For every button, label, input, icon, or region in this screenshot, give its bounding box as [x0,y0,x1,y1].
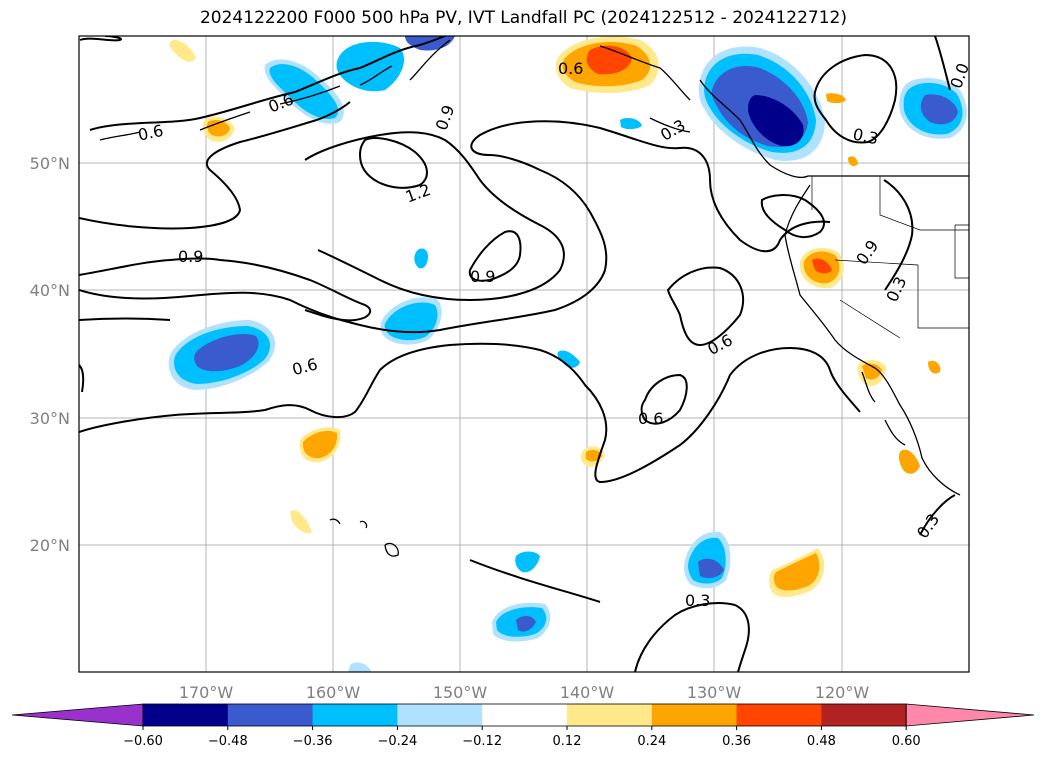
map-title: 2024122200 F000 500 hPa PV, IVT Landfall… [199,8,847,28]
lon-tick: 150°W [433,683,488,702]
negative-anomaly-blob [515,551,540,573]
colorbar-swatches [11,703,1035,727]
colorbar-tick-label: −0.60 [123,734,163,749]
colorbar-swatch [397,704,483,726]
lat-tick: 50°N [30,154,70,173]
contour-label: 0.6 [558,59,583,78]
colorbar-tick-label: −0.24 [377,734,417,749]
latitude-ticks: 50°N 40°N 30°N 20°N [30,154,70,555]
colorbar-tick-label: 0.48 [807,734,836,749]
negative-anomaly-blob [748,95,804,147]
negative-anomaly-blob [414,248,428,269]
negative-anomaly-blob [620,118,642,130]
filled-anomalies [168,36,967,672]
contour-label: 0.6 [638,409,663,428]
positive-anomaly-blob [848,156,858,166]
positive-anomaly-blob [928,360,941,374]
colorbar-swatch [651,704,738,726]
positive-anomaly-blob [302,430,338,459]
contour-label: 0.3 [851,124,880,148]
contour-label: 0.9 [470,267,495,286]
colorbar-swatch [143,704,229,726]
negative-anomaly-blob [920,94,958,125]
colorbar-tick-label: −0.36 [293,734,333,749]
pv-contours [79,36,956,672]
negative-anomaly-blob [269,64,339,119]
lon-tick: 120°W [815,683,870,702]
lon-tick: 170°W [179,683,234,702]
lat-tick: 20°N [30,536,70,555]
colorbar-extend-low [11,703,144,727]
colorbar-swatch [482,704,568,726]
contour-label: 0.6 [136,121,165,145]
negative-anomaly-blob [557,350,580,368]
positive-anomaly-blob [862,363,882,380]
positive-anomaly-blob [773,553,820,591]
colorbar-tick-label: −0.12 [462,734,502,749]
coastlines [99,39,969,557]
negative-anomaly-blob [348,662,372,672]
colorbar-tick-label: 0.12 [553,734,582,749]
colorbar-tick-label: 0.36 [722,734,751,749]
colorbar-tick-label: 0.24 [637,734,666,749]
positive-anomaly-blob [290,510,312,534]
longitude-ticks: 170°W 160°W 150°W 140°W 130°W 120°W [179,683,870,702]
negative-anomaly-blob [516,616,536,632]
colorbar-tick-labels: −0.60 −0.48 −0.36 −0.24 −0.12 0.12 0.24 0.36 0.4… [123,726,921,749]
lon-tick: 130°W [687,683,742,702]
state-borders [811,176,969,339]
map-panel [78,35,970,673]
lat-tick: 30°N [30,409,70,428]
negative-anomaly-blob [336,41,405,92]
colorbar-tick-label: 0.60 [892,734,921,749]
negative-anomaly-blob [698,558,724,578]
colorbar: −0.60 −0.48 −0.36 −0.24 −0.12 0.12 0.24 0.36 0.4… [11,703,1035,749]
contour-label: 0.3 [685,591,710,610]
colorbar-tick-label: −0.48 [208,734,248,749]
positive-anomaly-blob [812,258,832,274]
lon-tick: 160°W [306,683,361,702]
contour-label: 0.9 [178,247,203,266]
lon-tick: 140°W [560,683,615,702]
colorbar-frame [142,703,907,727]
colorbar-swatch [227,704,314,726]
positive-anomaly-blob [207,120,230,137]
positive-anomaly-blob [169,39,196,62]
colorbar-swatch [567,704,653,726]
colorbar-extend-high [905,703,1035,727]
lat-tick: 40°N [30,281,70,300]
positive-anomaly-blob [826,93,846,104]
map-frame [78,35,970,673]
colorbar-swatch [821,704,907,726]
positive-anomaly-blob [898,449,920,474]
negative-anomaly-blob [194,333,259,372]
colorbar-swatch [736,704,822,726]
colorbar-swatch [312,704,398,726]
